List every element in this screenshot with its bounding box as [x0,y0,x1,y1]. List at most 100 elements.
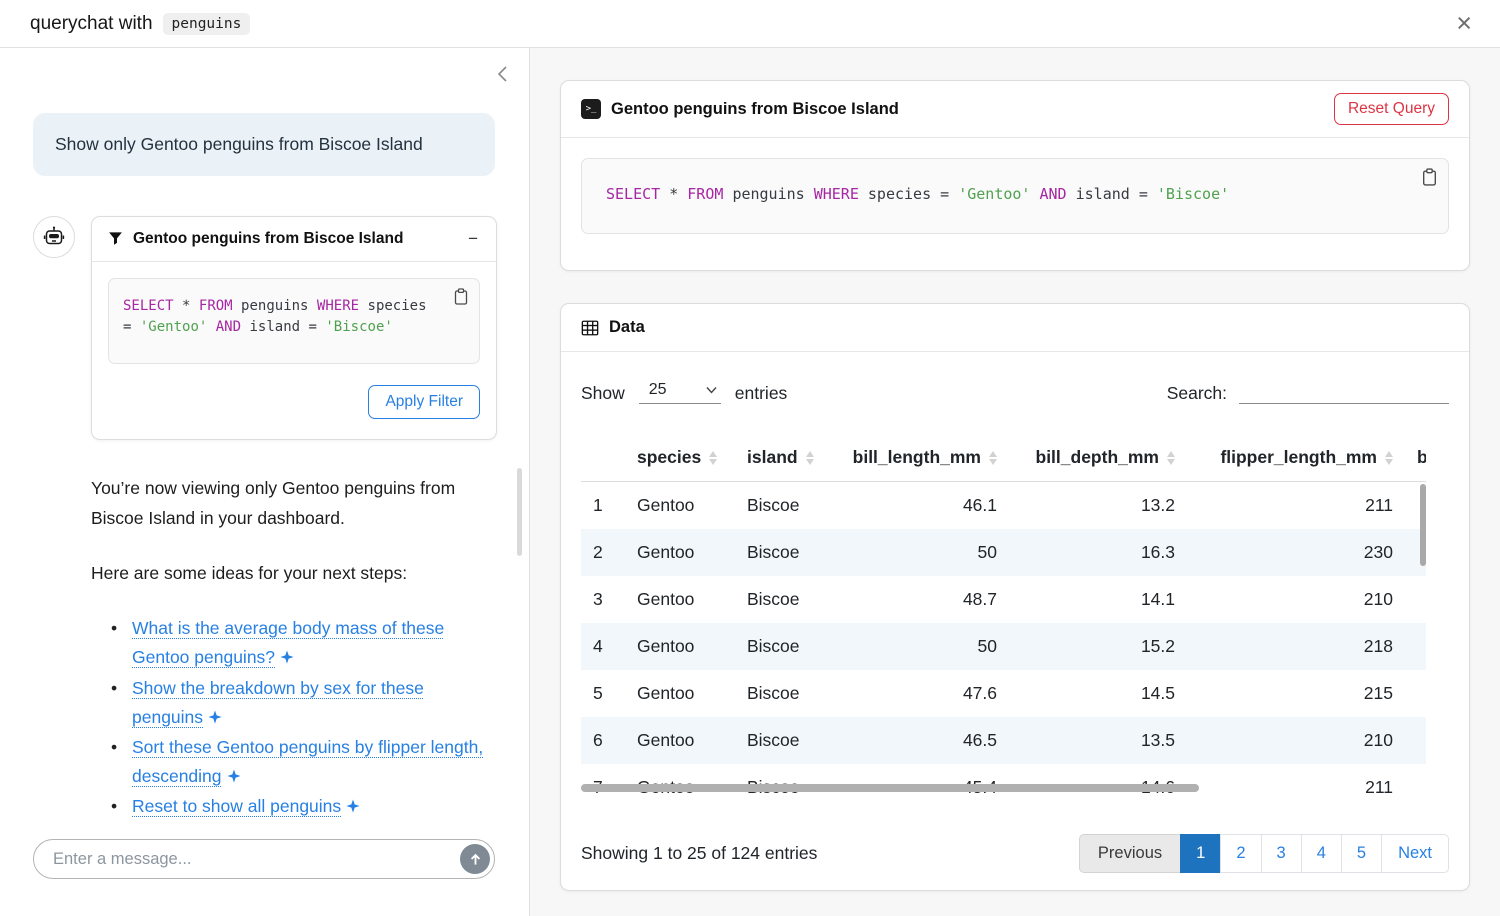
search-input[interactable] [1239,378,1449,404]
chat-sidebar: Show only Gentoo penguins from Biscoe Is… [0,48,530,916]
sql-text: penguins [732,185,805,203]
data-card-header: Data [561,304,1469,352]
table-footer: Showing 1 to 25 of 124 entries Previous … [581,834,1449,873]
data-card-title: Data [609,318,645,336]
show-label: Show [581,383,625,403]
pagination-page-4[interactable]: 4 [1300,834,1342,873]
filter-card-body: SELECT * FROM penguins WHERE species = 'G… [92,262,496,440]
sparkle-icon [280,650,294,664]
list-item: What is the average body mass of these G… [111,614,495,672]
sql-text: penguins [241,297,309,314]
response-paragraph: You’re now viewing only Gentoo penguins … [91,478,456,528]
sql-code: SELECT * FROM penguins WHERE species = 'G… [123,298,427,335]
entries-label: entries [734,383,788,403]
pagination: Previous 1 2 3 4 5 Next [1078,834,1449,873]
filter-card-header[interactable]: Gentoo penguins from Biscoe Island − [92,217,496,262]
table-header-row: species island bill_length_mm bill_depth… [581,436,1426,482]
apply-filter-button[interactable]: Apply Filter [368,385,480,420]
reset-query-button[interactable]: Reset Query [1333,93,1449,125]
sparkle-icon [208,710,222,724]
sort-icon [805,450,814,465]
table-row: 4 Gentoo Biscoe 50 15.2 218 [581,623,1426,670]
send-button[interactable] [460,844,490,874]
sql-text: = [123,319,132,336]
sql-keyword: WHERE [813,185,859,203]
sql-keyword: FROM [198,297,233,314]
bot-response-text: You’re now viewing only Gentoo penguins … [91,474,495,821]
sql-text: island [249,319,301,336]
pagination-page-2[interactable]: 2 [1220,834,1262,873]
suggestion-link-avg-body-mass[interactable]: What is the average body mass of these G… [132,618,445,668]
sql-code-block: SELECT * FROM penguins WHERE species = 'G… [108,277,480,365]
sql-text: = [308,319,317,336]
page-length-value: 25 [648,381,667,398]
table-info: Showing 1 to 25 of 124 entries [581,843,818,863]
length-control: Show 25 entries [581,381,787,404]
filter-suggestion-card: Gentoo penguins from Biscoe Island − SEL… [91,215,497,441]
sql-text: species [867,185,932,203]
response-paragraph: Here are some ideas for your next steps: [91,562,408,583]
column-header-species[interactable]: species [625,436,735,482]
column-header-bill-length[interactable]: bill_length_mm [831,436,1009,482]
copy-icon[interactable] [1421,168,1438,187]
table-row: 3 Gentoo Biscoe 48.7 14.1 210 [593,589,1393,609]
user-message: Show only Gentoo penguins from Biscoe Is… [33,113,495,176]
sparkle-icon [226,769,241,783]
sparkle-icon [346,799,360,813]
column-header-island[interactable]: island [735,436,831,482]
query-card-header: >_ Gentoo penguins from Biscoe Island Re… [561,81,1469,138]
column-header-bill-depth[interactable]: bill_depth_mm [1009,436,1187,482]
filter-card-title: Gentoo penguins from Biscoe Island [133,229,404,247]
sql-string: 'Biscoe' [1156,185,1230,203]
pagination-page-3[interactable]: 3 [1260,834,1302,873]
query-card-body: SELECT * FROM penguins WHERE species = '… [561,138,1469,270]
column-header-flipper-length[interactable]: flipper_length_mm [1187,436,1405,482]
content-area: Show only Gentoo penguins from Biscoe Is… [0,48,1500,916]
dataset-badge: penguins [162,12,251,35]
sql-keyword: FROM [687,185,724,203]
chat-input-wrap [33,839,495,879]
table-viewport: species island bill_length_mm bill_depth… [581,436,1426,808]
pagination-page-5[interactable]: 5 [1340,834,1383,873]
message-input[interactable] [33,839,495,879]
table-horizontal-scrollbar[interactable] [581,784,1199,792]
table-row: 5 Gentoo Biscoe 47.6 14.5 215 [593,683,1393,703]
list-item: Sort these Gentoo penguins by flipper le… [111,733,495,791]
suggestion-link-breakdown-by-sex[interactable]: Show the breakdown by sex for these peng… [132,677,424,727]
sql-keyword: WHERE [316,297,360,314]
sql-string: 'Gentoo' [958,185,1031,203]
sql-code-block: SELECT * FROM penguins WHERE species = '… [581,158,1449,234]
column-header-body-mass-clipped[interactable]: b [1405,436,1426,482]
chevron-down-icon [706,387,717,394]
sql-keyword: SELECT [123,297,174,314]
sort-icon [1385,450,1393,465]
suggestion-link-reset[interactable]: Reset to show all penguins [132,796,342,817]
suggestion-link-sort-flipper[interactable]: Sort these Gentoo penguins by flipper le… [132,737,484,787]
sql-keyword: AND [1039,185,1067,203]
search-label: Search: [1166,383,1227,403]
pagination-page-1[interactable]: 1 [1180,834,1222,873]
sql-string: 'Gentoo' [139,319,208,336]
sql-text: island [1075,185,1130,203]
sidebar-collapse-icon[interactable] [495,64,511,84]
sql-text: * [182,297,191,314]
sql-text: = [1138,185,1148,203]
sql-keyword: SELECT [606,185,661,203]
table-controls: Show 25 entries Search: [581,352,1449,404]
sql-text: * [669,185,679,203]
funnel-icon [109,232,122,246]
sidebar-scrollbar[interactable] [517,468,522,556]
close-icon[interactable]: × [1456,8,1472,38]
table-vertical-scrollbar[interactable] [1420,484,1426,566]
copy-icon[interactable] [453,288,469,306]
search-control: Search: [1167,378,1449,404]
app-header: querychat with penguins × [0,0,1500,48]
collapse-minus-icon[interactable]: − [468,228,478,248]
suggestion-list: What is the average body mass of these G… [111,614,495,822]
table-row: 6 Gentoo Biscoe 46.5 13.5 210 [581,717,1426,764]
sql-keyword: AND [215,319,242,336]
pagination-next-button[interactable]: Next [1381,834,1449,873]
page-length-select[interactable]: 25 [638,381,721,404]
pagination-previous-button[interactable]: Previous [1078,834,1182,873]
robot-avatar-icon [33,215,75,258]
